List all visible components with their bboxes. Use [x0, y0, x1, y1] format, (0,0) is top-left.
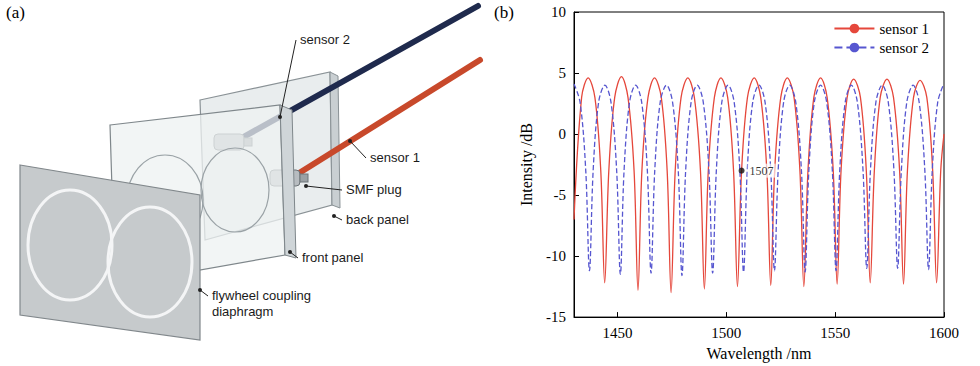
- svg-text:-5: -5: [554, 187, 567, 203]
- svg-text:sensor 1: sensor 1: [879, 21, 929, 37]
- svg-text:sensor 2: sensor 2: [879, 40, 929, 56]
- svg-text:sensor 2: sensor 2: [300, 32, 350, 47]
- svg-text:Wavelength /nm: Wavelength /nm: [707, 345, 812, 363]
- svg-text:1450: 1450: [603, 325, 633, 341]
- svg-text:(a): (a): [6, 3, 25, 22]
- svg-text:1600: 1600: [929, 325, 959, 341]
- svg-text:Intensity /dB: Intensity /dB: [518, 123, 536, 206]
- svg-text:0: 0: [559, 126, 567, 142]
- svg-text:1507: 1507: [750, 164, 774, 178]
- svg-text:-10: -10: [546, 248, 566, 264]
- svg-text:SMF plug: SMF plug: [346, 182, 402, 197]
- svg-text:-15: -15: [546, 309, 566, 325]
- svg-text:10: 10: [551, 4, 566, 20]
- svg-text:back panel: back panel: [346, 212, 409, 227]
- svg-text:flywheel coupling: flywheel coupling: [212, 288, 311, 303]
- svg-text:1550: 1550: [820, 325, 850, 341]
- svg-text:(b): (b): [494, 3, 514, 22]
- svg-text:5: 5: [559, 65, 567, 81]
- svg-text:front panel: front panel: [302, 250, 364, 265]
- svg-text:sensor 1: sensor 1: [370, 150, 420, 165]
- svg-text:diaphragm: diaphragm: [212, 304, 273, 319]
- svg-text:1500: 1500: [711, 325, 741, 341]
